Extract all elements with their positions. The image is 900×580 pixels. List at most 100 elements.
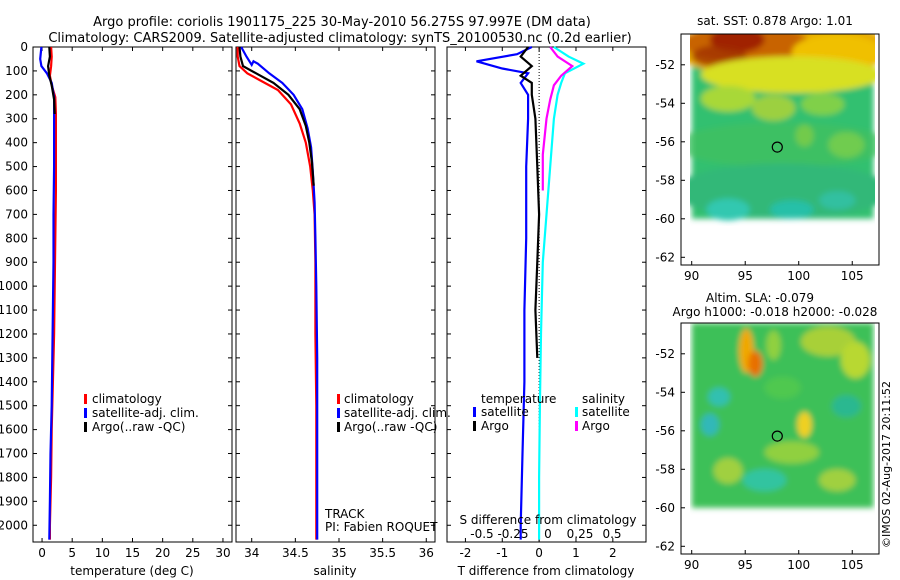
series-line-climatology (236, 47, 318, 540)
x-tick-label: -2 (459, 546, 471, 560)
series-line-argo-raw-qc- (46, 46, 56, 115)
legend-t-argo: Argo (481, 419, 509, 433)
depth-tick-label: 1900 (0, 494, 28, 508)
map-y-tick-label: -62 (655, 539, 675, 553)
map-y-tick-label: -58 (655, 173, 675, 187)
map-y-tick-label: -56 (655, 424, 675, 438)
temperature-axes (32, 46, 233, 543)
depth-tick-label: 500 (5, 160, 28, 174)
depth-tick-label: 1600 (0, 423, 28, 437)
map-y-tick-label: -52 (655, 347, 675, 361)
title-line-1: Argo profile: coriolis 1901175_225 30-Ma… (93, 15, 591, 30)
map-y-tick-label: -60 (655, 212, 675, 226)
difference-legend: temperature salinity satellite Argo sate… (473, 392, 630, 433)
x-tick-label: 5 (68, 546, 76, 560)
sla-map-title-1: Altim. SLA: -0.079 (706, 291, 814, 305)
depth-tick-label: 800 (5, 231, 28, 245)
series-line-salinity-satellite (537, 46, 586, 540)
depth-tick-label: 900 (5, 255, 28, 269)
x-tick-label: 10 (95, 546, 110, 560)
sst-map-panel: sat. SST: 0.878 Argo: 1.01 90 95 100 105 -52… (655, 14, 880, 283)
depth-tick-label: 600 (5, 183, 28, 197)
series-line-salinity-argo (541, 46, 575, 191)
map-x-tick-label: 105 (841, 269, 864, 283)
map-x-tick-label: 105 (841, 558, 864, 572)
depth-tick-label: 1300 (0, 351, 28, 365)
legend-climatology: climatology (344, 392, 414, 406)
sla-map-title-2: Argo h1000: -0.018 h2000: -0.028 (673, 305, 878, 319)
x-tick-label: 20 (155, 546, 170, 560)
profile-location-marker (771, 430, 783, 442)
map-y-tick-label: -56 (655, 135, 675, 149)
profile-location-marker (771, 141, 783, 153)
series-line-satellite-adj-clim- (240, 46, 319, 540)
legend-swatch-satellite (84, 408, 87, 418)
legend-argo: Argo(..raw -QC) (344, 420, 437, 434)
depth-tick-label: 400 (5, 136, 28, 150)
legend-swatch-t-satellite (473, 407, 476, 417)
x-tick-label: 35 (331, 546, 346, 560)
x-tick-label: 0 (38, 546, 46, 560)
sst-heatmap (690, 34, 875, 221)
s-tick-label: -0.25 (497, 527, 528, 541)
sla-heatmap (691, 323, 874, 508)
legend-swatch-s-satellite (575, 407, 578, 417)
map-y-tick-label: -54 (655, 385, 675, 399)
salinity-panel: 34 34.5 35 35.5 36 salinity climatology sate… (235, 46, 451, 578)
depth-tick-label: 1200 (0, 327, 28, 341)
map-x-tick-label: 100 (787, 558, 810, 572)
map-x-tick-label: 95 (738, 558, 753, 572)
series-line-satellite-adj-clim- (39, 46, 56, 540)
legend-argo: Argo(..raw -QC) (92, 420, 185, 434)
title-line-2: Climatology: CARS2009. Satellite-adjuste… (48, 31, 631, 46)
map-y-tick-label: -62 (655, 250, 675, 264)
depth-tick-label: 100 (5, 64, 28, 78)
salinity-xlabel: salinity (313, 564, 356, 578)
series-line-argo-raw-qc- (238, 46, 315, 186)
legend-swatch-satellite (337, 408, 340, 418)
sla-map-panel: Altim. SLA: -0.079 Argo h1000: -0.018 h2… (655, 291, 880, 572)
series-line-temperature-argo (518, 46, 541, 358)
legend-satellite: satellite-adj. clim. (92, 406, 199, 420)
legend-swatch-climatology (337, 394, 340, 404)
map-x-tick-label: 100 (787, 269, 810, 283)
temperature-legend: climatology satellite-adj. clim. Argo(..… (84, 392, 199, 434)
s-tick-label: 0.25 (567, 527, 594, 541)
x-tick-label: 35.5 (369, 546, 396, 560)
x-tick-label: 34.5 (282, 546, 309, 560)
map-x-tick-label: 95 (738, 269, 753, 283)
difference-xlabel-top: S difference from climatology (460, 513, 637, 527)
sla-map-axes (680, 322, 880, 555)
sst-map-title: sat. SST: 0.878 Argo: 1.01 (697, 14, 853, 28)
pi-annotation: PI: Fabien ROQUET (325, 520, 438, 534)
depth-tick-label: 1800 (0, 470, 28, 484)
map-y-tick-label: -54 (655, 96, 675, 110)
copyright-stamp: ©IMOS 02-Aug-2017 20:11:52 (880, 381, 893, 548)
s-tick-label: 0 (544, 527, 552, 541)
legend-t-satellite: satellite (481, 405, 529, 419)
legend-s-satellite: satellite (582, 405, 630, 419)
depth-tick-label: 1000 (0, 279, 28, 293)
difference-xlabel: T difference from climatology (457, 564, 635, 578)
difference-panel: -2 -1 0 1 2 T difference from climatology S … (446, 46, 647, 578)
temperature-panel: 0100200300400500600700800900100011001200… (0, 40, 233, 578)
s-tick-labels: -0.5 -0.25 0 0.25 0.5 (470, 527, 621, 541)
x-tick-label: -1 (496, 546, 508, 560)
track-annotation: TRACK (324, 507, 366, 521)
x-tick-label: 30 (215, 546, 230, 560)
salinity-legend: climatology satellite-adj. clim. Argo(..… (337, 392, 451, 434)
map-x-tick-label: 90 (684, 558, 699, 572)
x-tick-label: 34 (244, 546, 259, 560)
legend-s-argo: Argo (582, 419, 610, 433)
x-tick-label: 0 (535, 546, 543, 560)
map-y-tick-label: -60 (655, 501, 675, 515)
difference-axes (446, 46, 647, 543)
map-x-tick-label: 90 (684, 269, 699, 283)
series-line-temperature-satellite (476, 46, 533, 540)
depth-tick-label: 300 (5, 112, 28, 126)
depth-tick-label: 1700 (0, 447, 28, 461)
legend-swatch-argo (84, 422, 87, 432)
depth-tick-label: 1500 (0, 399, 28, 413)
legend-swatch-t-argo (473, 421, 476, 431)
